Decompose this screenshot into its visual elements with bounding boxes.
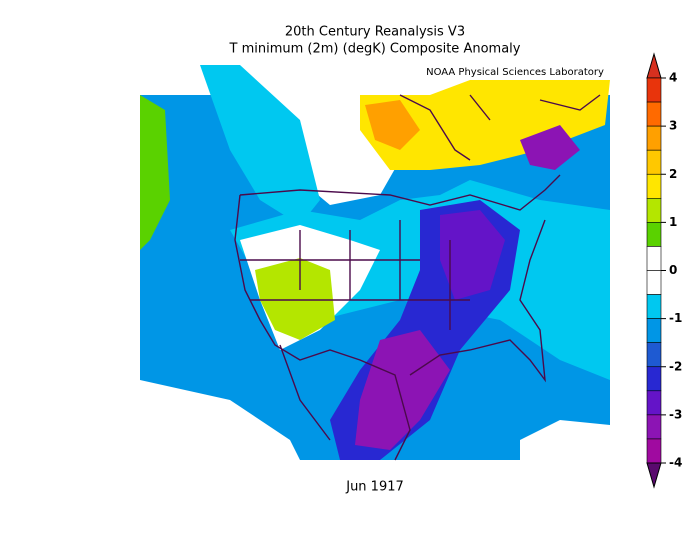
title: 20th Century Reanalysis V3 [285,25,465,40]
colorbar-band [646,318,662,343]
border [409,219,546,383]
colorbar-tick-label: 4 [669,71,677,85]
colorbar-tick-label: -2 [669,359,682,373]
colorbar-band [646,438,662,464]
anomaly-region [140,380,300,460]
anomaly-region [520,420,610,460]
colorbar-tick-label: -1 [669,311,682,325]
border [279,344,331,441]
anomaly-region [520,125,580,170]
anomaly-region [140,95,170,250]
colorbar-band [646,149,662,175]
colorbar-tick-label: 0 [669,263,677,277]
colorbar-band [646,198,662,223]
colorbar-band [646,246,662,271]
colorbar-band [646,390,662,416]
credit: NOAA Physical Sciences Laboratory [426,67,604,78]
date-label: Jun 1917 [345,480,404,495]
colorbar-band [646,101,662,127]
colorbar-band [646,222,662,247]
colorbar-tick-label: -4 [669,456,682,470]
colorbar-band [646,342,662,368]
border [234,194,411,461]
colorbar: 4 3 2 1 0 -1 -2 -3 -4 [646,52,682,489]
border [399,94,601,161]
colorbar-band [646,366,662,392]
anomaly-region [365,100,420,150]
anomaly-region [355,330,450,450]
colorbar-tick-label: -3 [669,407,682,421]
map: NOAA Physical Sciences Laboratory [140,65,610,461]
anomaly-region [200,65,320,225]
colorbar-band [646,173,662,199]
anomaly-region [255,258,335,340]
subtitle: T minimum (2m) (degK) Composite Anomaly [229,42,521,57]
border [239,174,561,211]
colorbar-band [646,77,662,103]
colorbar-tick-label: 1 [669,215,677,229]
colorbar-tick-label: 3 [669,119,677,133]
colorbar-band [646,270,662,295]
colorbar-band [646,294,662,319]
colorbar-band [646,414,662,440]
colorbar-triangle [646,462,662,489]
anomaly-region [440,210,505,300]
border [240,220,470,330]
colorbar-triangle [646,52,662,79]
colorbar-band [646,125,662,151]
colorbar-tick-label: 2 [669,167,677,181]
